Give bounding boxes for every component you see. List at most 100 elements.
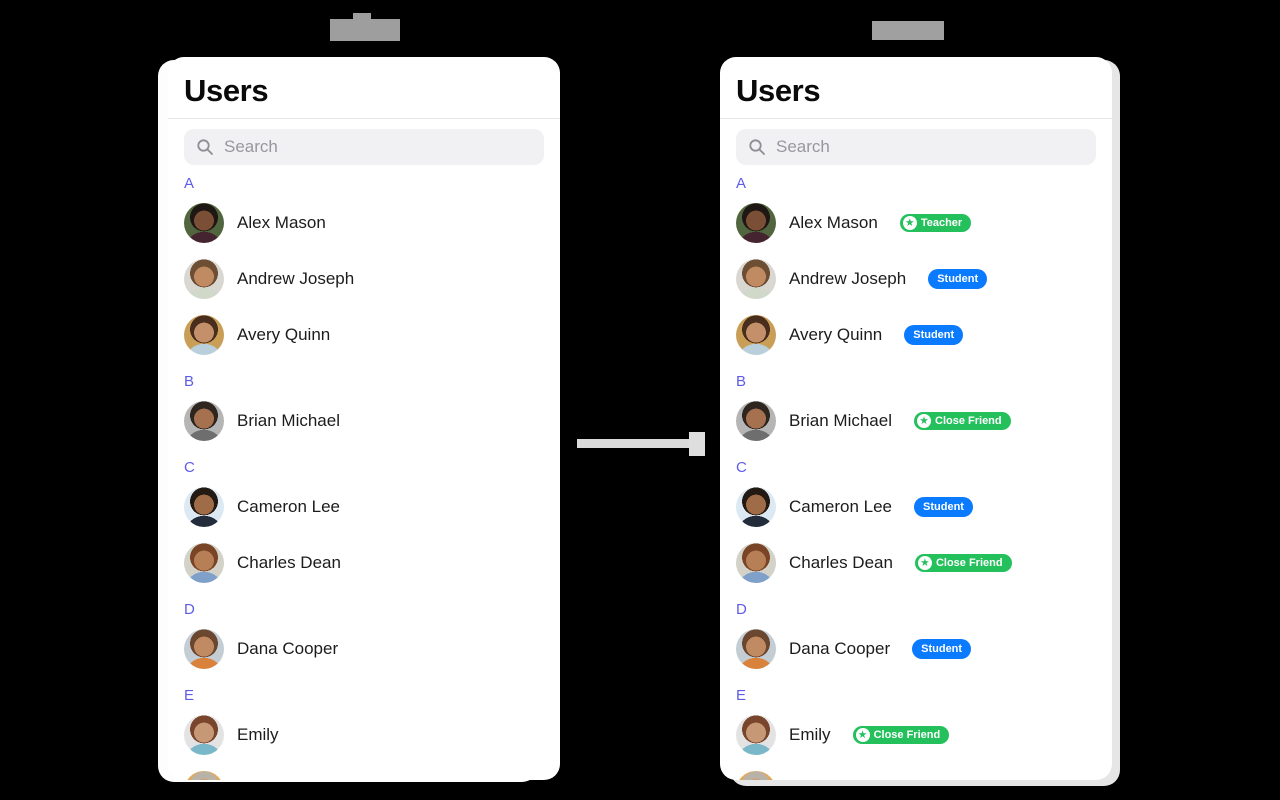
user-name: Avery Quinn [237, 325, 331, 344]
panel-header: Users [720, 57, 1112, 119]
user-name: Charles Dean [237, 553, 341, 572]
badge-label: Student [923, 501, 964, 513]
transition-arrow [577, 432, 705, 456]
user-row[interactable]: Brian Michael [184, 393, 544, 449]
user-row-partial[interactable] [736, 763, 1096, 780]
user-name: Dana Cooper [237, 639, 339, 658]
section-header-a: A [736, 175, 747, 192]
badge-label: Close Friend [935, 557, 1003, 569]
section-header-a: A [184, 175, 195, 192]
user-row[interactable]: Charles Dean ★ Close Friend [736, 535, 1096, 591]
badge-seal-icon: ★ [917, 414, 931, 428]
role-badge: Student [928, 269, 988, 289]
search-bar[interactable] [184, 129, 544, 165]
star-icon: ★ [919, 415, 929, 425]
user-avatar [184, 315, 224, 355]
user-avatar [736, 771, 776, 780]
user-avatar [736, 401, 776, 441]
search-icon [197, 139, 213, 155]
section-header-d: D [184, 601, 195, 618]
user-row[interactable]: Brian Michael ★ Close Friend [736, 393, 1096, 449]
user-avatar [736, 543, 776, 583]
badge-seal-icon: ★ [855, 728, 870, 742]
user-row[interactable]: Dana Cooper [184, 621, 544, 677]
user-row[interactable]: Andrew Joseph Student [736, 251, 1096, 307]
badge-label: Student [921, 643, 963, 655]
arrow-head-icon [689, 432, 705, 456]
users-panel-before: Users A Alex Mason Andrew Joseph Avery Quin… [168, 57, 560, 780]
user-name: Cameron Lee [237, 497, 341, 516]
user-avatar [736, 315, 776, 355]
users-panel-after: Users A Alex Mason ★ Teacher Andrew Joseph St… [720, 57, 1112, 780]
user-row[interactable]: Dana Cooper Student [736, 621, 1096, 677]
section-header-d: D [736, 601, 747, 618]
user-avatar [736, 259, 776, 299]
user-avatar [736, 715, 776, 755]
user-avatar [184, 629, 224, 669]
user-name: Dana Cooper [789, 639, 891, 658]
badge-label: Close Friend [873, 729, 941, 741]
user-avatar [184, 771, 224, 780]
user-row[interactable]: Emily [184, 707, 544, 763]
user-avatar [184, 487, 224, 527]
user-row[interactable]: Alex Mason [184, 195, 544, 251]
user-name: Emily [237, 725, 279, 744]
search-input[interactable] [774, 136, 1084, 158]
user-row[interactable]: Andrew Joseph [184, 251, 544, 307]
user-row[interactable]: Avery Quinn [184, 307, 544, 363]
role-badge: Student [914, 497, 973, 517]
user-name: Andrew Joseph [789, 269, 907, 288]
user-name: Andrew Joseph [237, 269, 355, 288]
user-avatar [184, 715, 224, 755]
section-header-b: B [736, 373, 747, 390]
user-avatar [736, 487, 776, 527]
section-header-e: E [736, 687, 747, 704]
badge-label: Student [913, 329, 955, 341]
user-avatar [184, 259, 224, 299]
search-input[interactable] [222, 136, 532, 158]
panel-header: Users [168, 57, 560, 119]
search-bar[interactable] [736, 129, 1096, 165]
user-row[interactable]: Emily ★ Close Friend [736, 707, 1096, 763]
role-badge: ★ Close Friend [914, 554, 1012, 572]
role-badge: ★ Close Friend [852, 726, 950, 744]
star-icon: ★ [905, 217, 914, 227]
user-name: Alex Mason [237, 213, 326, 232]
user-row[interactable]: Alex Mason ★ Teacher [736, 195, 1096, 251]
user-list: A Alex Mason Andrew Joseph Avery Quinn B Bria… [168, 173, 560, 780]
user-avatar [736, 629, 776, 669]
redacted-label-left [330, 19, 400, 41]
role-badge: ★ Teacher [899, 214, 972, 232]
user-name: Brian Michael [237, 411, 340, 430]
user-avatar [184, 543, 224, 583]
badge-label: Close Friend [935, 415, 1002, 427]
role-badge: ★ Close Friend [914, 412, 1011, 430]
arrow-line [577, 439, 689, 448]
user-avatar [736, 203, 776, 243]
user-list: A Alex Mason ★ Teacher Andrew Joseph Student A… [720, 173, 1112, 780]
role-badge: Student [912, 639, 972, 659]
user-row[interactable]: Avery Quinn Student [736, 307, 1096, 363]
section-header-b: B [184, 373, 195, 390]
page-title: Users [184, 73, 269, 108]
page-title: Users [736, 73, 821, 108]
role-badge: Student [904, 325, 964, 345]
user-row[interactable]: Charles Dean [184, 535, 544, 591]
redacted-label-right [872, 21, 944, 40]
user-avatar [184, 203, 224, 243]
user-name: Emily [789, 725, 831, 744]
user-name: Avery Quinn [789, 325, 883, 344]
section-header-c: C [736, 459, 747, 476]
user-row[interactable]: Cameron Lee Student [736, 479, 1096, 535]
user-row-partial[interactable] [184, 763, 544, 780]
badge-seal-icon: ★ [902, 216, 917, 230]
user-avatar [184, 401, 224, 441]
user-row[interactable]: Cameron Lee [184, 479, 544, 535]
user-name: Alex Mason [789, 213, 878, 232]
redacted-label-left-bump [353, 13, 371, 21]
badge-seal-icon: ★ [917, 556, 932, 570]
user-name: Cameron Lee [789, 497, 893, 516]
star-icon: ★ [858, 729, 867, 739]
search-icon [749, 139, 765, 155]
